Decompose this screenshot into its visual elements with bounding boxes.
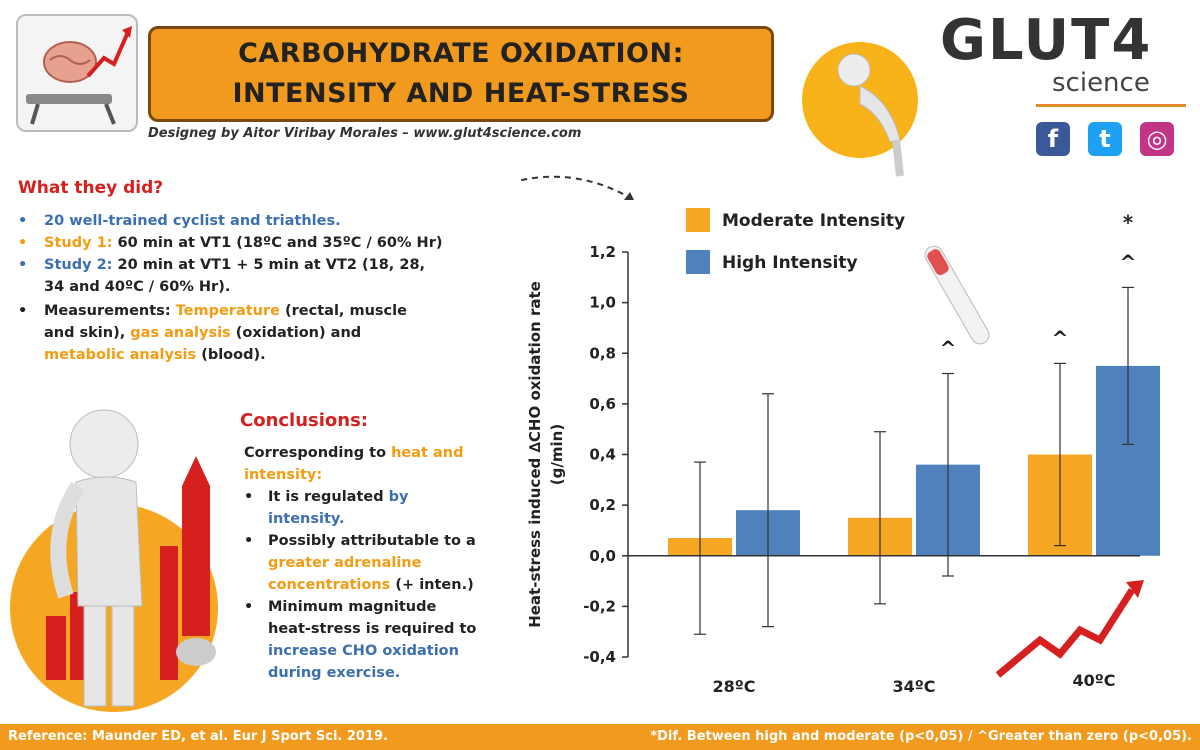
red-arrow-icon: [995, 580, 1144, 678]
logo-main: GLUT4: [940, 8, 1153, 73]
y-axis-unit: (g/min): [548, 424, 566, 485]
significance-mark: ^: [940, 337, 957, 361]
difference-mark: *: [1123, 210, 1134, 234]
conclusions-list: Corresponding to heat and intensity: • It …: [244, 442, 516, 684]
y-tick-label: 0,2: [589, 496, 616, 514]
what-they-did-list: • 20 well-trained cyclist and triathles. …: [18, 210, 478, 366]
glut4-logo: GLUT4: [940, 8, 1152, 73]
list-item: • It is regulated by intensity.: [244, 489, 409, 527]
facebook-icon[interactable]: f: [1036, 122, 1070, 156]
y-tick-label: 1,2: [589, 243, 616, 261]
tired-figure-sun-illustration: [802, 42, 918, 177]
byline: Designeg by Aitor Viribay Morales – www.…: [148, 126, 582, 141]
title-line-2: INTENSITY AND HEAT-STRESS: [232, 78, 690, 109]
footer-bar: [0, 724, 1200, 750]
title-banner: [148, 26, 774, 122]
twitter-icon[interactable]: t: [1088, 122, 1122, 156]
bar-chart: Heat-stress induced ∆CHO oxidation rate(…: [520, 175, 1160, 696]
instagram-icon[interactable]: ◎: [1140, 122, 1174, 156]
dashed-arrow: [520, 175, 635, 201]
list-item: • Measurements: Temperature (rectal, musc…: [18, 303, 407, 363]
logo-divider: [1036, 104, 1186, 107]
title-line-1: CARBOHYDRATE OXIDATION:: [238, 38, 684, 69]
y-tick-label: 1,0: [589, 294, 616, 312]
significance-mark: ^: [1052, 326, 1069, 350]
category-label: 34ºC: [892, 677, 935, 696]
significance-note: *Dif. Between high and moderate (p<0,05)…: [650, 729, 1192, 744]
list-item: • Minimum magnitude heat-stress is require…: [244, 599, 477, 681]
dashed-arrow-head: [624, 192, 634, 200]
legend-label: Moderate Intensity: [722, 211, 905, 231]
list-item: • Study 2: 20 min at VT1 + 5 min at VT2 (…: [18, 257, 426, 295]
category-label: 40ºC: [1072, 671, 1115, 690]
y-tick-label: 0,8: [589, 344, 616, 362]
list-item: • 20 well-trained cyclist and triathles.: [18, 213, 341, 229]
headache-figure-rocket-illustration: [10, 409, 218, 712]
list-item: • Study 1: 60 min at VT1 (18ºC and 35ºC /…: [18, 235, 443, 251]
y-tick-label: 0,6: [589, 395, 616, 413]
y-axis-label: Heat-stress induced ∆CHO oxidation rate: [526, 281, 544, 628]
legend-swatch: [686, 250, 710, 274]
conclusions-intro: Corresponding to heat and intensity:: [244, 445, 464, 483]
reference-text: Reference: Maunder ED, et al. Eur J Spor…: [8, 729, 388, 744]
legend-label: High Intensity: [722, 253, 858, 273]
what-they-did-heading: What they did?: [18, 178, 164, 198]
significance-mark: ^: [1120, 250, 1137, 274]
y-tick-label: 0,4: [589, 446, 616, 464]
y-tick-label: -0,4: [583, 648, 616, 666]
conclusions-heading: Conclusions:: [240, 410, 369, 431]
legend-swatch: [686, 208, 710, 232]
treadmill-brain-icon: [26, 26, 132, 125]
y-tick-label: 0,0: [589, 547, 616, 565]
category-label: 28ºC: [712, 677, 755, 696]
logo-sub: science: [1052, 68, 1150, 98]
thermometer-icon: [924, 245, 990, 345]
y-tick-label: -0,2: [583, 597, 616, 615]
header-illustration: [16, 14, 138, 132]
list-item: • Possibly attributable to a greater adren…: [244, 533, 476, 593]
